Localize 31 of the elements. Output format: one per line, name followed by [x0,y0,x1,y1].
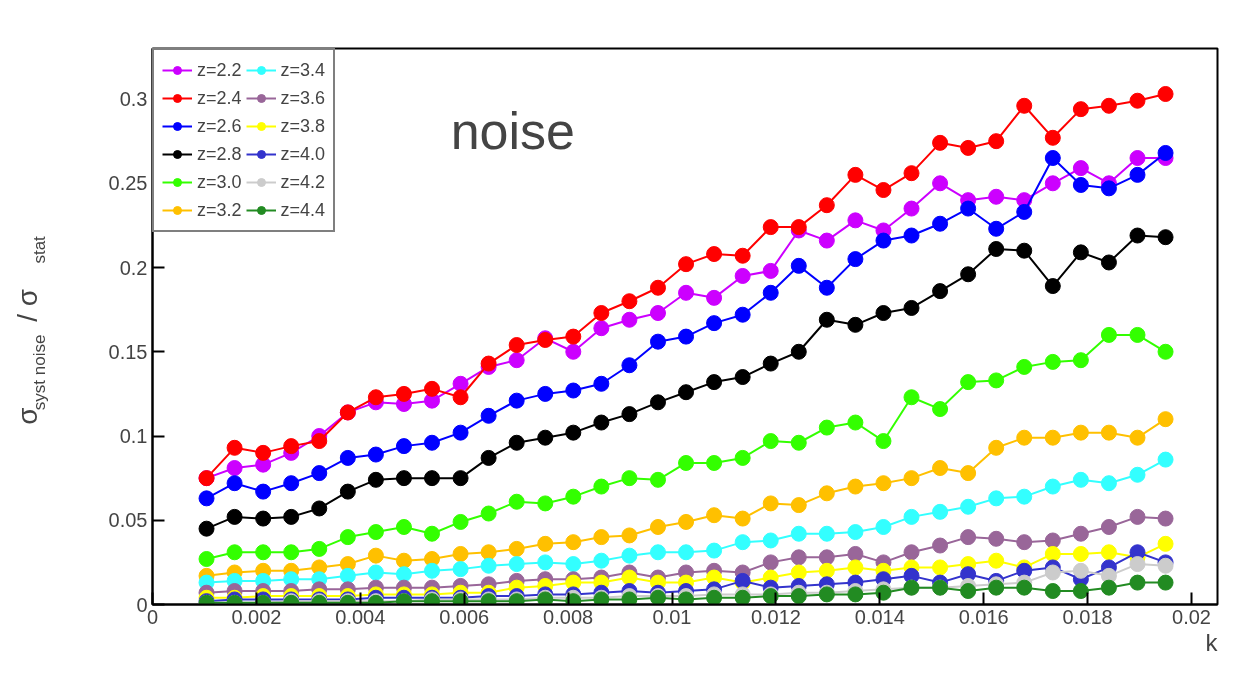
legend-label: z=2.8 [197,142,242,166]
x-tick-label: 0.018 [1062,605,1113,628]
y-tick-label: 0.3 [119,88,148,111]
x-tick-label: 0.002 [231,605,282,628]
legend-label: z=3.2 [197,198,242,222]
legend-label: z=4.2 [280,170,326,194]
annotation: noise [450,101,576,160]
x-tick-label: 0.006 [439,605,490,628]
x-tick-label: 0.01 [652,605,692,628]
legend-label: z=2.4 [197,86,242,110]
x-axis-title: k [1205,628,1219,656]
legend-label: z=4.4 [280,198,326,222]
legend-label: z=4.0 [280,142,326,166]
legend-label: z=3.4 [280,58,326,82]
legend-label: z=2.2 [197,58,242,82]
legend-label: z=3.8 [280,114,326,138]
x-tick-label: 0.016 [958,605,1009,628]
y-tick-label: 0.25 [108,172,148,195]
x-tick-label: 0.008 [543,605,594,628]
legend-label: z=3.6 [280,86,326,110]
legend-label: z=3.0 [197,170,242,194]
x-tick-label: 0.004 [335,605,386,628]
y-tick-label: 0.2 [119,256,148,279]
legend-label: z=2.6 [197,114,242,138]
y-axis-title: σsyst noise / σstat [11,235,49,425]
x-tick-label: 0.014 [854,605,905,628]
y-tick-label: 0.1 [119,425,148,448]
y-tick-label: 0.15 [108,340,148,363]
x-tick-label: 0.012 [750,605,801,628]
y-tick-label: 0.05 [108,509,148,532]
x-tick-label: 0.02 [1172,605,1211,628]
